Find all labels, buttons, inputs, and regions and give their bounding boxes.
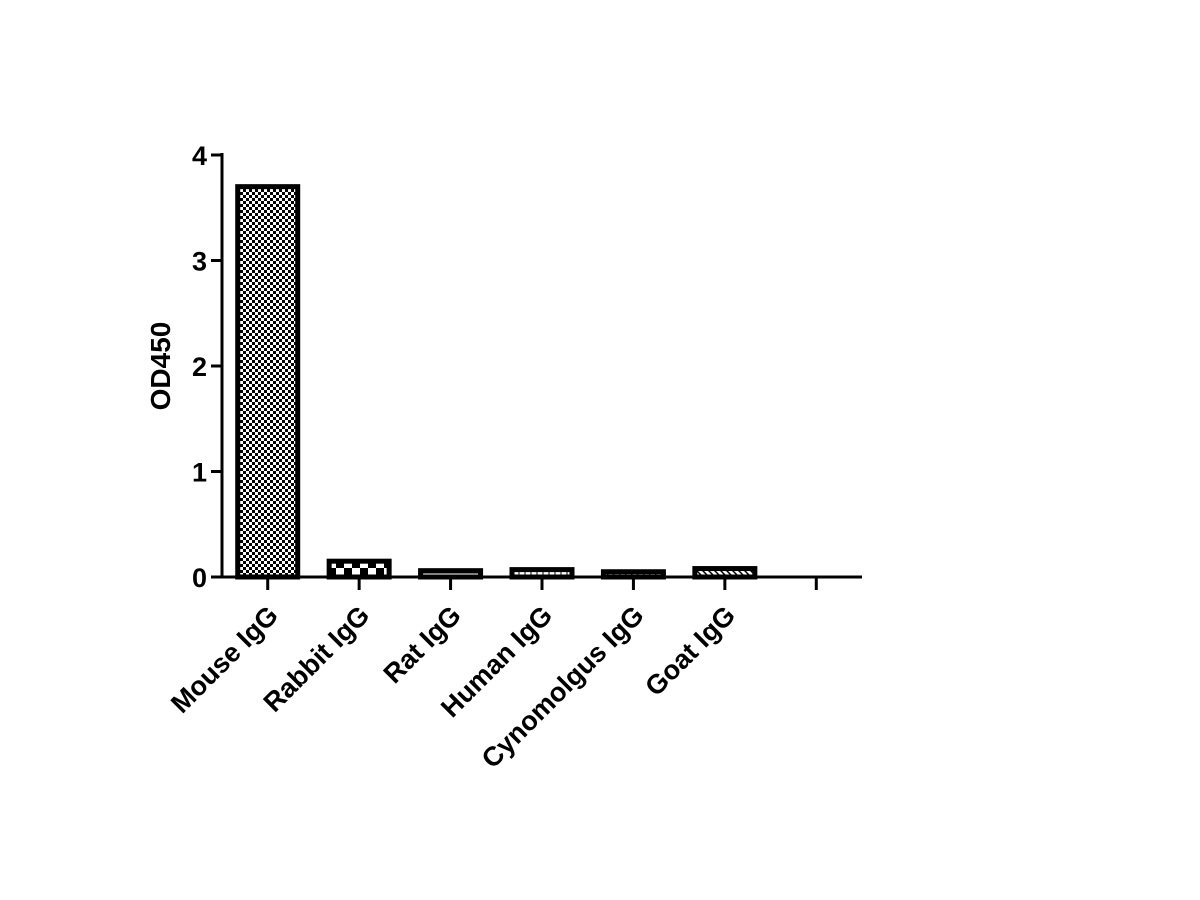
- x-tick-label: Rat IgG: [378, 600, 467, 689]
- y-tick-label: 4: [192, 141, 207, 171]
- x-tick-label: Goat IgG: [639, 600, 741, 702]
- y-axis-label: OD450: [145, 322, 176, 411]
- bar: [235, 184, 301, 580]
- x-tick-label: Cynomolgus IgG: [476, 600, 650, 774]
- bar: [326, 558, 392, 580]
- y-tick-label: 1: [192, 458, 207, 488]
- y-tick-label: 0: [192, 563, 207, 593]
- y-tick-label: 2: [192, 352, 207, 382]
- y-tick-label: 3: [192, 247, 207, 277]
